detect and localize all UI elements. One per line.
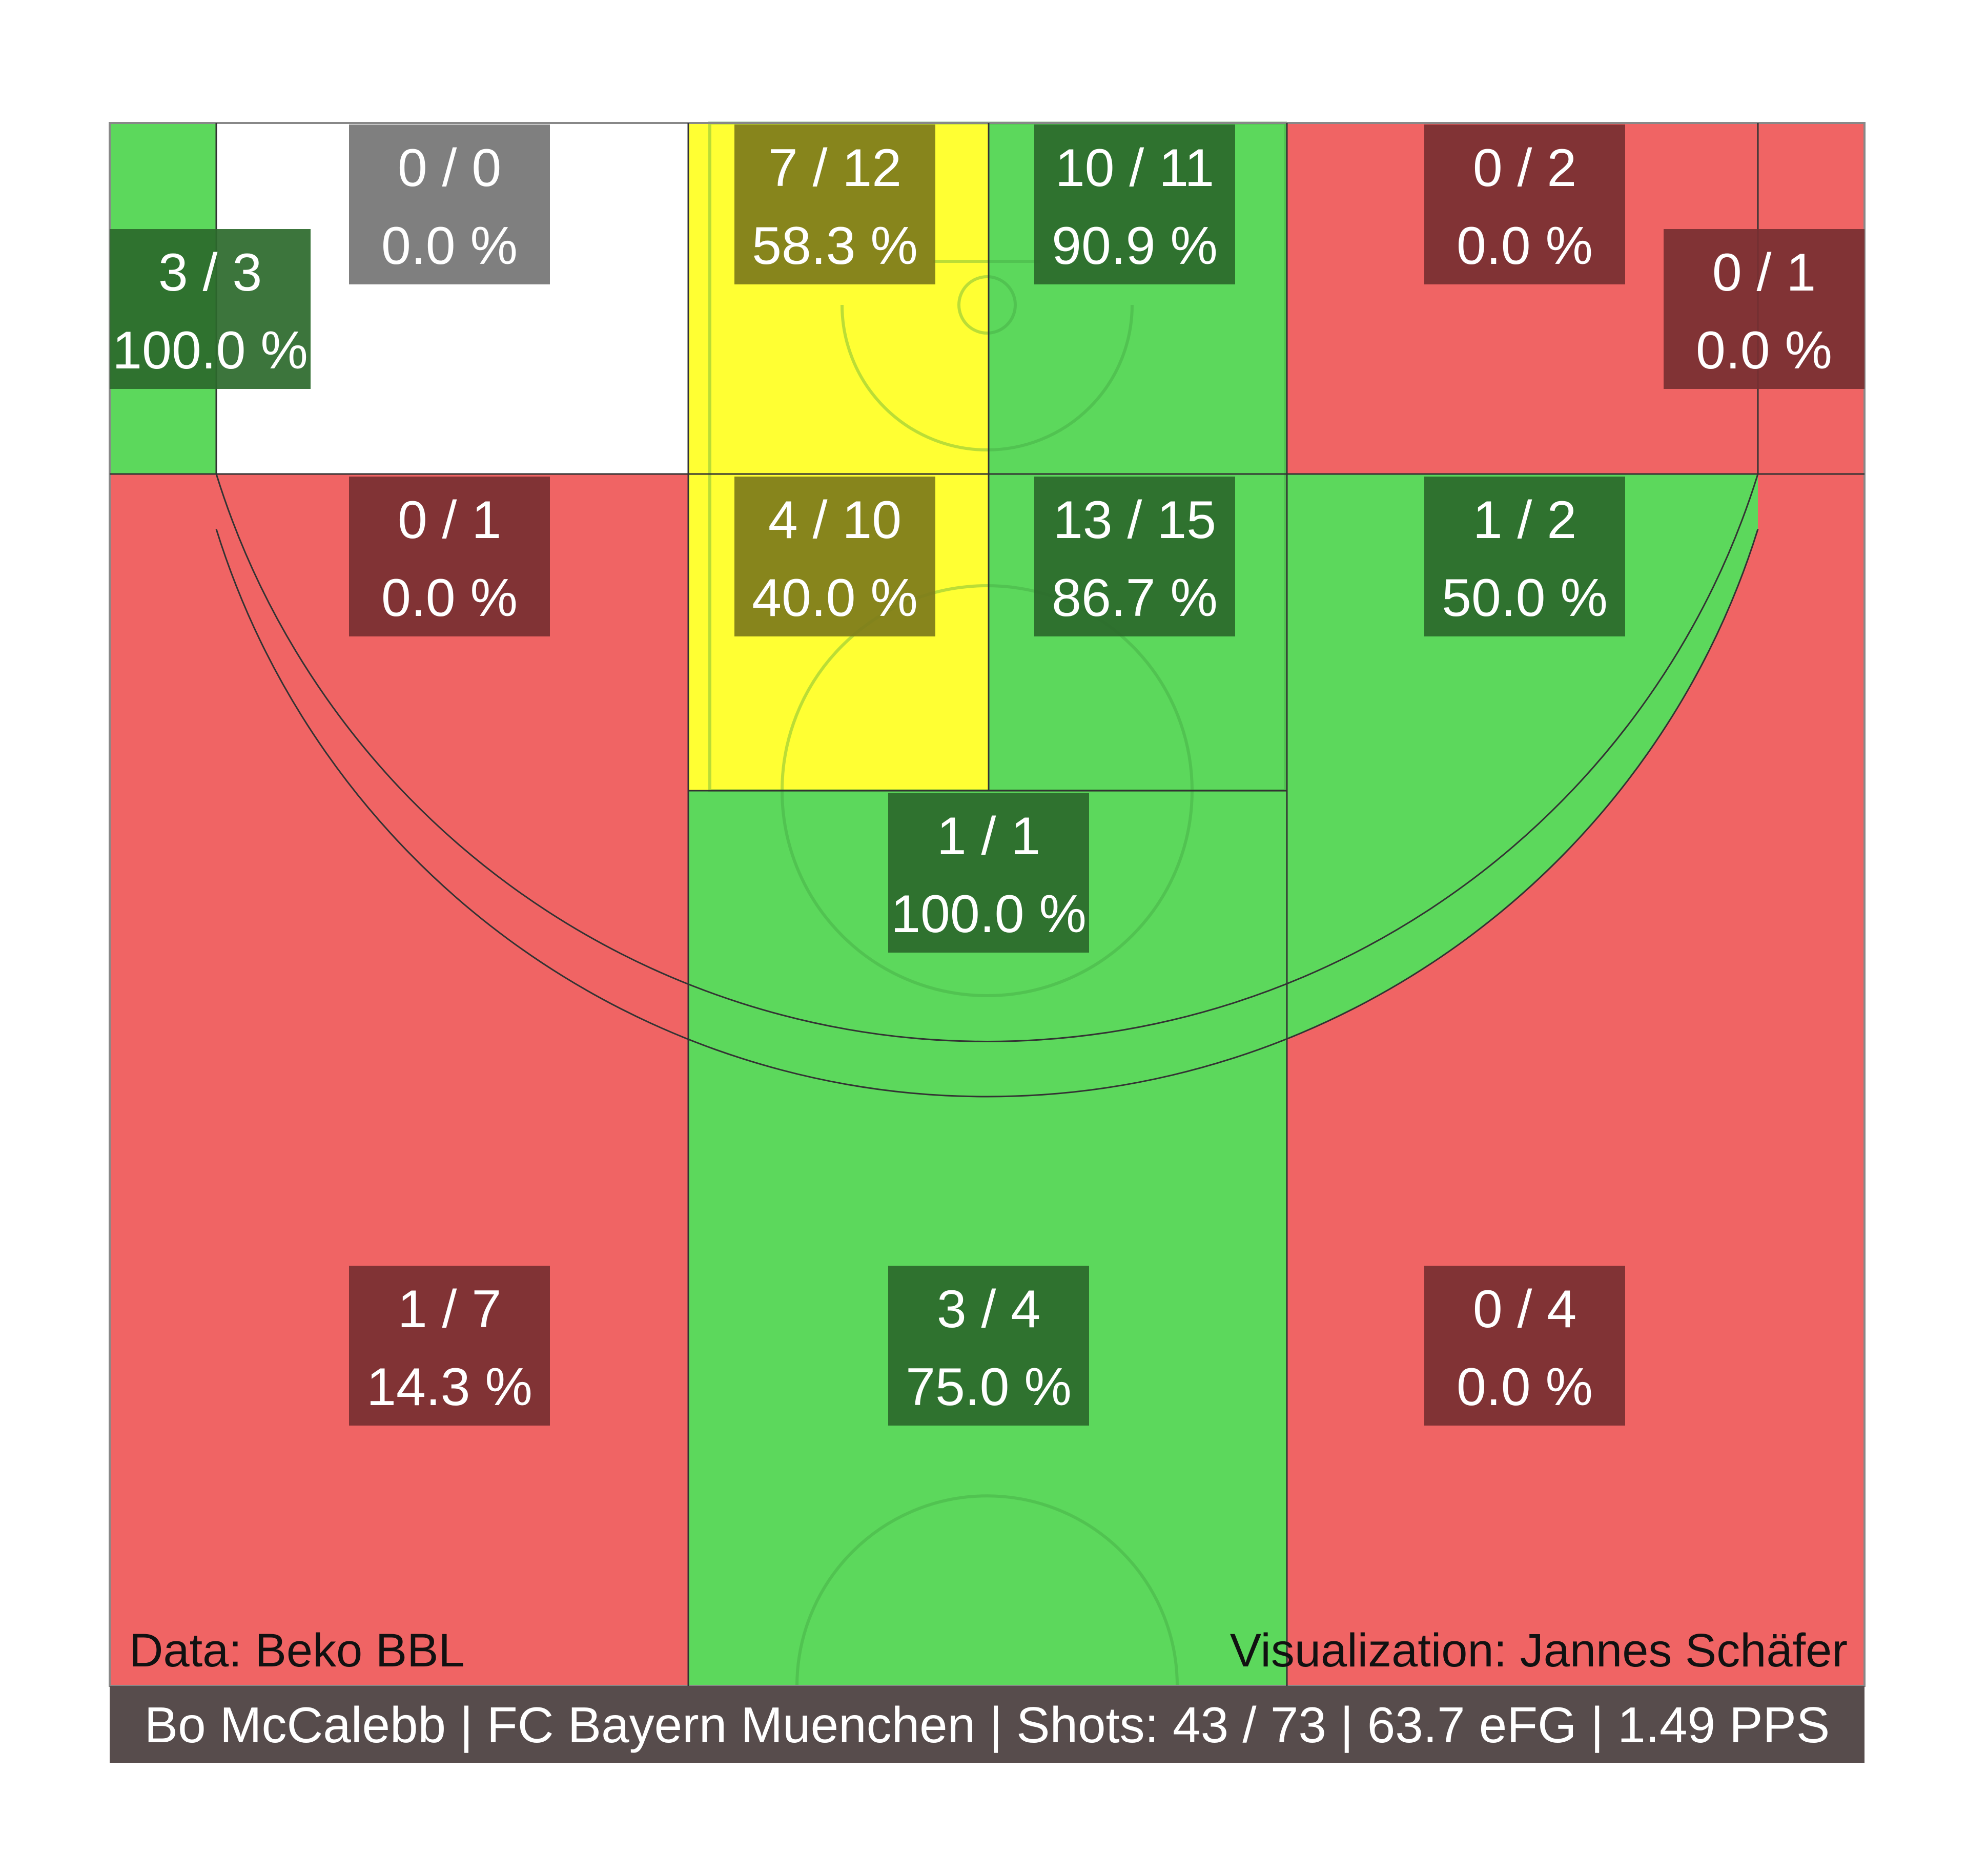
zone-label-left-wing-three: 1 / 7 14.3 % <box>349 1266 550 1426</box>
zone-label-box <box>1424 477 1625 636</box>
zone-percentage: 100.0 % <box>112 321 308 380</box>
zone-percentage: 40.0 % <box>752 568 918 628</box>
zone-label-box <box>349 1266 550 1426</box>
zone-made-attempts: 7 / 12 <box>768 138 901 198</box>
restricted-arc <box>841 304 1134 451</box>
zone-label-right-corner-three: 0 / 1 0.0 % <box>1664 229 1864 389</box>
zone-made-attempts: 13 / 15 <box>1053 490 1216 550</box>
zone-made-attempts: 4 / 10 <box>768 490 901 550</box>
zone-label-left-baseline-mid: 0 / 0 0.0 % <box>349 125 550 284</box>
zone-label-box <box>1424 125 1625 284</box>
zone-label-box <box>1034 477 1235 636</box>
zone-label-left-wing-mid: 0 / 1 0.0 % <box>349 477 550 636</box>
three-point-arc <box>215 529 1759 1098</box>
zone-percentage: 50.0 % <box>1442 568 1608 628</box>
zone-made-attempts: 3 / 4 <box>937 1280 1040 1339</box>
zone-label-box <box>349 125 550 284</box>
zone-labels: 3 / 3 100.0 % 0 / 0 0.0 % 7 / 12 58.3 % 10 / 1… <box>110 125 1864 1426</box>
zone-label-right-baseline-mid: 0 / 2 0.0 % <box>1424 125 1625 284</box>
visualization-credit: Visualization: Jannes Schäfer <box>1230 1624 1848 1677</box>
zone-made-attempts: 0 / 4 <box>1473 1280 1576 1339</box>
zone-label-box <box>888 793 1089 953</box>
zone-percentage: 90.9 % <box>1052 216 1218 276</box>
zone-label-left-paint-near: 7 / 12 58.3 % <box>734 125 935 284</box>
three-point-line <box>215 473 1759 1042</box>
zone-label-right-paint-near: 10 / 11 90.9 % <box>1034 125 1235 284</box>
zone-percentage: 0.0 % <box>1696 321 1832 380</box>
zone-percentage: 14.3 % <box>366 1357 532 1417</box>
zone-label-box <box>734 125 935 284</box>
zone-made-attempts: 0 / 0 <box>398 138 501 198</box>
zone-label-right-wing-mid: 1 / 2 50.0 % <box>1424 477 1625 636</box>
zone-made-attempts: 3 / 3 <box>158 243 262 302</box>
zone-percentage: 0.0 % <box>381 216 518 276</box>
zone-label-box <box>1034 125 1235 284</box>
zone-borders <box>109 122 1866 1687</box>
zone-made-attempts: 0 / 2 <box>1473 138 1576 198</box>
zone-label-box <box>734 477 935 636</box>
zone-percentage: 0.0 % <box>381 568 518 628</box>
zone-label-box <box>1424 1266 1625 1426</box>
zone-made-attempts: 0 / 1 <box>398 490 501 550</box>
footer-bar <box>110 1686 1864 1763</box>
zone-percentage: 100.0 % <box>891 884 1087 944</box>
zone-label-right-paint-far: 13 / 15 86.7 % <box>1034 477 1235 636</box>
zone-label-right-wing-three: 0 / 4 0.0 % <box>1424 1266 1625 1426</box>
zone-label-left-corner-three: 3 / 3 100.0 % <box>110 229 311 389</box>
zone-label-box <box>349 477 550 636</box>
data-credit: Data: Beko BBL <box>129 1624 465 1677</box>
zone-label-top-key-mid: 1 / 1 100.0 % <box>888 793 1089 953</box>
zone-label-box <box>888 1266 1089 1426</box>
zone-made-attempts: 0 / 1 <box>1712 243 1816 302</box>
zone-label-left-paint-far: 4 / 10 40.0 % <box>734 477 935 636</box>
zone-percentage: 58.3 % <box>752 216 918 276</box>
center-circle <box>795 1494 1179 1686</box>
zone-made-attempts: 1 / 1 <box>937 807 1040 866</box>
hoop <box>957 275 1017 335</box>
zone-made-attempts: 1 / 2 <box>1473 490 1576 550</box>
zone-made-attempts: 1 / 7 <box>398 1280 501 1339</box>
zone-percentage: 0.0 % <box>1457 216 1593 276</box>
zone-label-box <box>1664 229 1864 389</box>
zone-label-top-three: 3 / 4 75.0 % <box>888 1266 1089 1426</box>
zone-percentage: 0.0 % <box>1457 1357 1593 1417</box>
zone-percentage: 86.7 % <box>1052 568 1218 628</box>
zone-label-box <box>110 229 311 389</box>
zone-made-attempts: 10 / 11 <box>1055 138 1214 198</box>
footer-summary: Bo McCalebb | FC Bayern Muenchen | Shots… <box>145 1697 1830 1753</box>
zone-percentage: 75.0 % <box>906 1357 1072 1417</box>
